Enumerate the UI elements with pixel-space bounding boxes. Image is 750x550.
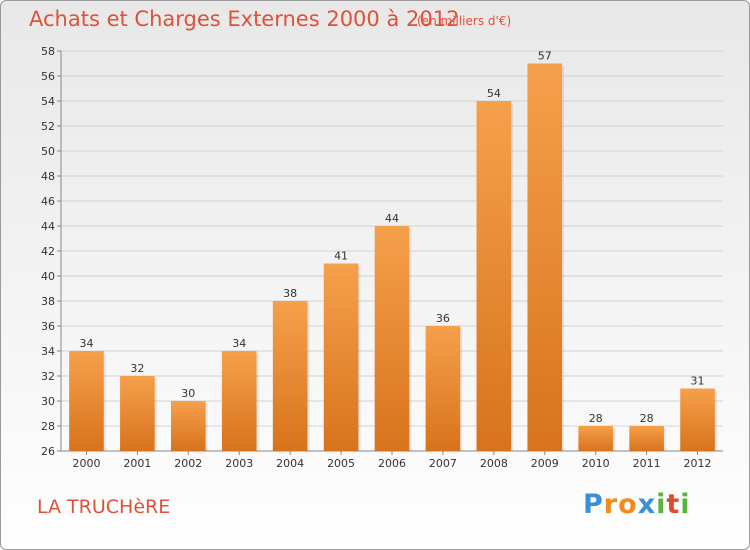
logo-letter: i bbox=[656, 489, 667, 520]
y-tick-label: 52 bbox=[41, 120, 55, 133]
x-tick-label: 2001 bbox=[123, 457, 151, 470]
y-tick-label: 46 bbox=[41, 195, 55, 208]
bar bbox=[69, 351, 104, 451]
bar bbox=[374, 226, 410, 451]
data-label: 44 bbox=[385, 212, 399, 225]
bar bbox=[221, 351, 257, 451]
bar bbox=[629, 426, 664, 451]
data-label: 41 bbox=[334, 250, 348, 263]
data-label: 32 bbox=[130, 362, 144, 375]
data-label: 30 bbox=[181, 387, 195, 400]
data-label: 28 bbox=[589, 412, 603, 425]
y-tick-label: 58 bbox=[41, 45, 55, 58]
chart-subtitle: (en milliers d'€) bbox=[417, 14, 512, 28]
bar bbox=[272, 301, 308, 451]
x-tick-label: 2012 bbox=[684, 457, 712, 470]
logo-letter: i bbox=[680, 489, 691, 520]
chart-title: Achats et Charges Externes 2000 à 2012 bbox=[29, 7, 460, 31]
data-label: 38 bbox=[283, 287, 297, 300]
y-tick-label: 54 bbox=[41, 95, 55, 108]
bar bbox=[120, 376, 155, 451]
logo-letter: P bbox=[583, 489, 604, 520]
logo-letter: r bbox=[603, 489, 619, 520]
y-tick-label: 26 bbox=[41, 445, 55, 458]
y-tick-label: 32 bbox=[41, 370, 55, 383]
x-tick-label: 2005 bbox=[327, 457, 355, 470]
bar bbox=[425, 326, 461, 451]
bar bbox=[170, 401, 206, 451]
x-tick-label: 2002 bbox=[174, 457, 202, 470]
logo-letter: t bbox=[666, 489, 681, 520]
data-label: 36 bbox=[436, 312, 450, 325]
y-tick-label: 50 bbox=[41, 145, 55, 158]
data-label: 57 bbox=[538, 50, 552, 63]
y-tick-label: 38 bbox=[41, 295, 55, 308]
bar bbox=[527, 63, 563, 451]
y-tick-label: 48 bbox=[41, 170, 55, 183]
bar bbox=[680, 388, 715, 451]
data-label: 54 bbox=[487, 87, 501, 100]
x-tick-label: 2006 bbox=[378, 457, 406, 470]
x-tick-label: 2011 bbox=[633, 457, 661, 470]
x-tick-label: 2003 bbox=[225, 457, 253, 470]
y-tick-label: 40 bbox=[41, 270, 55, 283]
y-tick-label: 30 bbox=[41, 395, 55, 408]
bar bbox=[323, 263, 359, 451]
x-tick-label: 2004 bbox=[276, 457, 304, 470]
labels: 26 28 30 32 34 36 38 40 42 44 46 48 50 52 54 56 58 34 2000… bbox=[41, 45, 712, 470]
logo-letter: x bbox=[637, 489, 657, 520]
x-tick-label: 2010 bbox=[582, 457, 610, 470]
data-label: 34 bbox=[79, 337, 93, 350]
data-label: 31 bbox=[691, 375, 705, 388]
bar bbox=[476, 101, 512, 451]
bars bbox=[69, 63, 717, 451]
bar bbox=[578, 426, 614, 451]
proxiti-logo[interactable]: Proxiti bbox=[583, 489, 691, 520]
y-tick-label: 42 bbox=[41, 245, 55, 258]
y-tick-label: 56 bbox=[41, 70, 55, 83]
x-tick-label: 2000 bbox=[72, 457, 100, 470]
y-tick-label: 44 bbox=[41, 220, 55, 233]
logo-letter: o bbox=[618, 489, 638, 520]
y-tick-label: 34 bbox=[41, 345, 55, 358]
x-tick-label: 2007 bbox=[429, 457, 457, 470]
x-tick-label: 2008 bbox=[480, 457, 508, 470]
y-tick-label: 36 bbox=[41, 320, 55, 333]
data-label: 34 bbox=[232, 337, 246, 350]
commune-name: LA TRUCHèRE bbox=[37, 496, 171, 518]
x-tick-label: 2009 bbox=[531, 457, 559, 470]
data-label: 28 bbox=[640, 412, 654, 425]
y-tick-label: 28 bbox=[41, 420, 55, 433]
